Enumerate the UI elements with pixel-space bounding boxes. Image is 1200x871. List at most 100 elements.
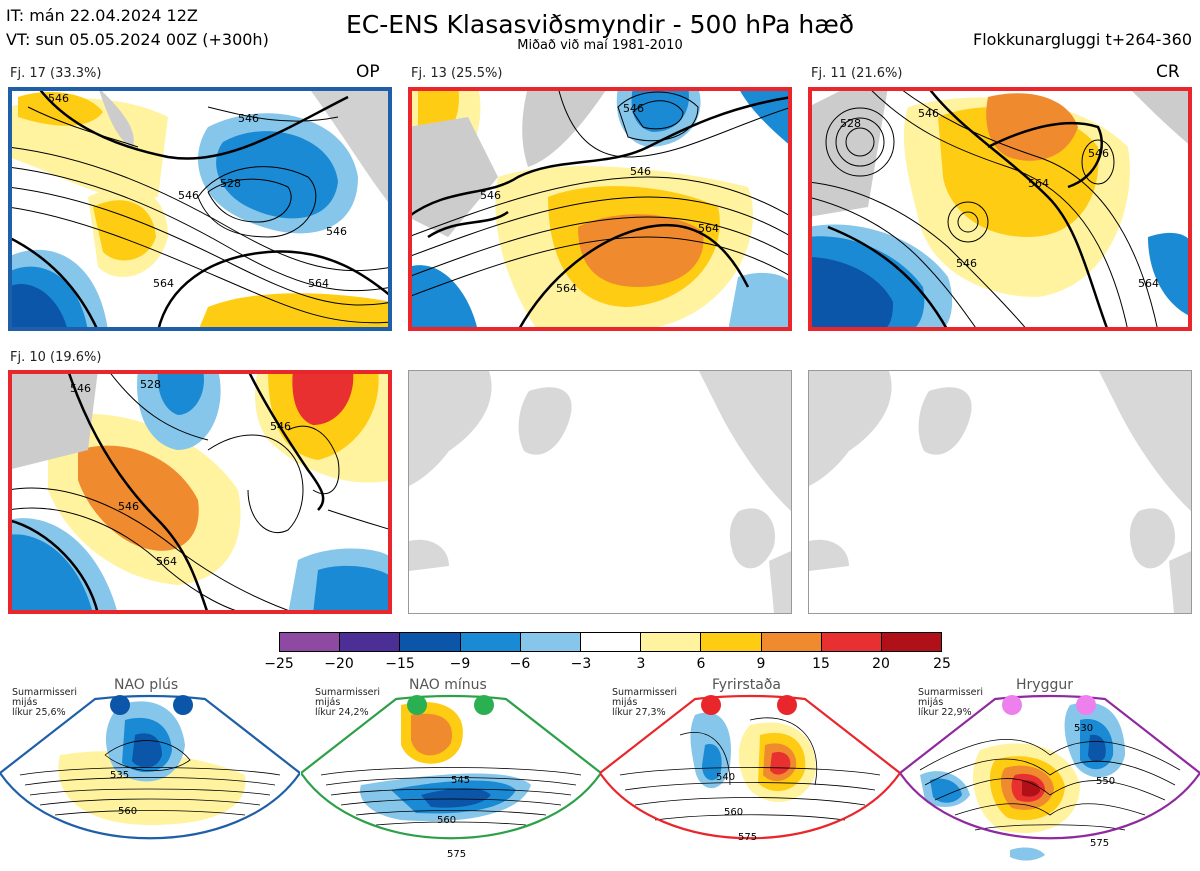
cluster-frame-4 [8, 370, 392, 614]
regime-dot-icon [173, 695, 193, 715]
regime-dot-icon [1076, 695, 1096, 715]
regime-contour-label: 550 [1096, 776, 1115, 787]
regime-contour-label: 560 [724, 807, 743, 818]
colorbar-swatch [340, 633, 401, 651]
regime-dot-icon [777, 695, 797, 715]
regime-dot-icon [407, 695, 427, 715]
empty-map-6 [808, 370, 1192, 614]
cluster-frame-2 [408, 87, 792, 331]
regime-title: NAO mínus [409, 677, 487, 693]
colorbar-tick: 15 [812, 656, 830, 672]
colorbar-swatch [641, 633, 702, 651]
colorbar-tick: −15 [385, 656, 415, 672]
regime-contour-label: 530 [1074, 723, 1093, 734]
cluster-frame-3 [808, 87, 1192, 331]
cluster-map-2: 546 546 564 564 546 [408, 87, 792, 331]
regime-info: Sumarmisseri mijás líkur 25,6% [12, 687, 78, 718]
page-subtitle: Miðað við maí 1981-2010 [517, 38, 683, 53]
regime-contour-label: 575 [738, 832, 757, 843]
colorbar-tick: 6 [696, 656, 706, 672]
empty-map-5 [408, 370, 792, 614]
contour-label: 564 [1138, 277, 1159, 290]
colorbar-swatch [520, 633, 581, 651]
regime-contour-label: 535 [110, 770, 129, 781]
colorbar-swatch [280, 633, 341, 651]
colorbar-tick: 25 [933, 656, 951, 672]
contour-labels: 546 528 546 564 546 [70, 378, 291, 568]
contour-label: 528 [140, 378, 161, 391]
contour-label: 546 [623, 102, 644, 115]
colorbar-swatch [761, 633, 822, 651]
contour-label: 528 [840, 117, 861, 130]
regime-contour-label: 560 [118, 806, 137, 817]
cluster-map-4: 546 528 546 564 546 [8, 370, 392, 614]
regime-title: Fyrirstaða [712, 677, 781, 693]
contour-label: 546 [48, 92, 69, 105]
regime-contour-label: 560 [437, 815, 456, 826]
regime-hryggur: 530 550 575 Hryggur Sumarmisseri mijás lík… [900, 675, 1200, 871]
contour-label: 546 [270, 420, 291, 433]
regime-info: Sumarmisseri mijás líkur 24,2% [315, 687, 381, 718]
init-time: IT: mán 22.04.2024 12Z [6, 6, 198, 25]
contour-label: 564 [308, 277, 329, 290]
colorbar-tick: 9 [756, 656, 766, 672]
colorbar-swatch [580, 633, 642, 651]
contour-label: 546 [630, 165, 651, 178]
contour-label: 546 [918, 107, 939, 120]
cluster-label-1: Fj. 17 (33.3%) [10, 66, 102, 81]
contour-label: 564 [698, 222, 719, 235]
regime-dot-icon [474, 695, 494, 715]
colorbar-tick: −3 [570, 656, 592, 672]
colorbar-tick: −20 [324, 656, 354, 672]
colorbar-swatch [400, 633, 461, 651]
regime-contour-label: 575 [1090, 838, 1109, 849]
regime-contour-label: 575 [447, 849, 466, 860]
contour-labels: 546 546 528 546 564 564 546 [48, 92, 347, 290]
cluster-tag-cr: CR [1156, 62, 1180, 82]
contour-label: 546 [480, 189, 501, 202]
regime-info: Sumarmisseri mijás líkur 27,3% [612, 687, 678, 718]
contour-label: 546 [956, 257, 977, 270]
colorbar-tick: −25 [264, 656, 294, 672]
colorbar-swatch [701, 633, 762, 651]
contour-label: 546 [1088, 147, 1109, 160]
contour-labels: 546 546 564 564 546 [480, 102, 719, 295]
regime-fyrirstada: 540 560 575 Fyrirstaða Sumarmisseri mijás… [600, 675, 900, 871]
contour-label: 546 [326, 225, 347, 238]
contour-label: 528 [220, 177, 241, 190]
cluster-label-4: Fj. 10 (19.6%) [10, 350, 102, 365]
colorbar-swatch [881, 633, 942, 651]
colorbar-tick: −9 [449, 656, 471, 672]
contour-label: 546 [118, 500, 139, 513]
regime-info: Sumarmisseri mijás líkur 22,9% [918, 687, 984, 718]
regime-nao-plus: 535 560 NAO plús Sumarmisseri mijás líkur … [0, 675, 300, 871]
cluster-label-2: Fj. 13 (25.5%) [411, 66, 503, 81]
colorbar-tick: 20 [872, 656, 890, 672]
cluster-frame-1 [8, 87, 392, 331]
cluster-map-3: 528 546 564 546 564 546 [808, 87, 1192, 331]
colorbar-tick: −6 [509, 656, 531, 672]
contour-label: 546 [70, 382, 91, 395]
colorbar-swatch [460, 633, 521, 651]
contour-labels: 528 546 564 546 564 546 [840, 107, 1159, 290]
contour-label: 546 [238, 112, 259, 125]
regime-title: Hryggur [1016, 677, 1073, 693]
regime-title: NAO plús [114, 677, 179, 693]
contour-label: 564 [156, 555, 177, 568]
contour-label: 564 [1028, 177, 1049, 190]
cluster-map-1: 546 546 528 546 564 564 546 [8, 87, 392, 331]
contour-label: 564 [153, 277, 174, 290]
colorbar [279, 632, 942, 652]
cluster-tag-op: OP [356, 62, 380, 82]
regime-contour-label: 545 [451, 775, 470, 786]
cluster-label-3: Fj. 11 (21.6%) [811, 66, 903, 81]
contour-label: 564 [556, 282, 577, 295]
colorbar-swatch [821, 633, 882, 651]
valid-time: VT: sun 05.05.2024 00Z (+300h) [6, 30, 269, 49]
regime-dot-icon [1002, 695, 1022, 715]
clustering-window: Flokkunargluggi t+264-360 [973, 30, 1192, 49]
colorbar-tick: 3 [636, 656, 646, 672]
regime-nao-minus: 545 560 575 NAO mínus Sumarmisseri mijás l… [301, 675, 601, 871]
regime-dot-icon [701, 695, 721, 715]
contour-label: 546 [178, 189, 199, 202]
